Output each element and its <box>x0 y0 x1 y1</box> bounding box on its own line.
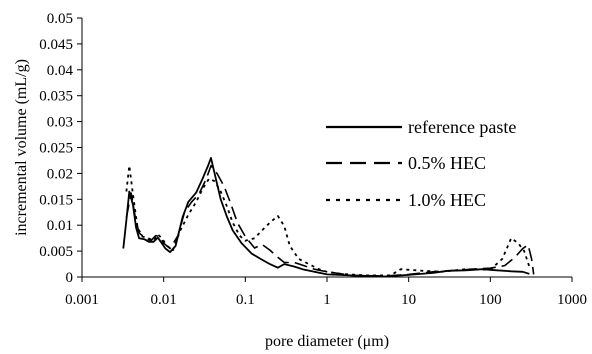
x-tick-label: 1000 <box>557 292 587 308</box>
y-axis: 0 0.005 0.01 0.015 0.02 0.025 0.03 0.035 0.04 0.0… <box>39 11 83 286</box>
x-tick-label: 1 <box>323 292 331 308</box>
y-tick-label: 0.03 <box>47 115 73 131</box>
legend: reference paste 0.5% HEC 1.0% HEC <box>326 117 516 210</box>
x-axis: 0.001 0.01 0.1 1 10 100 1000 <box>65 276 587 308</box>
y-tick-label: 0 <box>66 270 74 286</box>
y-tick-label: 0.04 <box>47 63 74 79</box>
x-tick-label: 100 <box>479 292 502 308</box>
y-tick-label: 0.01 <box>47 218 73 234</box>
y-axis-title: incremental volume (mL/g) <box>13 59 30 236</box>
series-lines <box>122 157 535 278</box>
x-axis-title: pore diameter (μm) <box>265 333 389 350</box>
y-tick-label: 0.02 <box>47 166 73 182</box>
x-tick-label: 10 <box>401 292 416 308</box>
x-tick-label: 0.01 <box>151 292 177 308</box>
series-line-2 <box>125 164 535 277</box>
y-tick-label: 0.025 <box>39 141 73 157</box>
legend-label-2: 0.5% HEC <box>408 153 486 173</box>
legend-label-1: reference paste <box>408 117 516 137</box>
y-ticks: 0 0.005 0.01 0.015 0.02 0.025 0.03 0.035 0.04 0.0… <box>39 11 82 286</box>
x-tick-label: 0.001 <box>65 292 99 308</box>
y-tick-label: 0.035 <box>39 89 73 105</box>
legend-label-3: 1.0% HEC <box>408 190 486 210</box>
x-ticks: 0.001 0.01 0.1 1 10 100 1000 <box>65 277 587 308</box>
x-tick-label: 0.1 <box>236 292 255 308</box>
y-tick-label: 0.045 <box>39 37 73 53</box>
y-tick-label: 0.015 <box>39 192 73 208</box>
series-line-3 <box>125 164 531 277</box>
series-line-1 <box>122 157 530 278</box>
y-tick-label: 0.005 <box>39 244 73 260</box>
y-tick-label: 0.05 <box>47 11 73 27</box>
